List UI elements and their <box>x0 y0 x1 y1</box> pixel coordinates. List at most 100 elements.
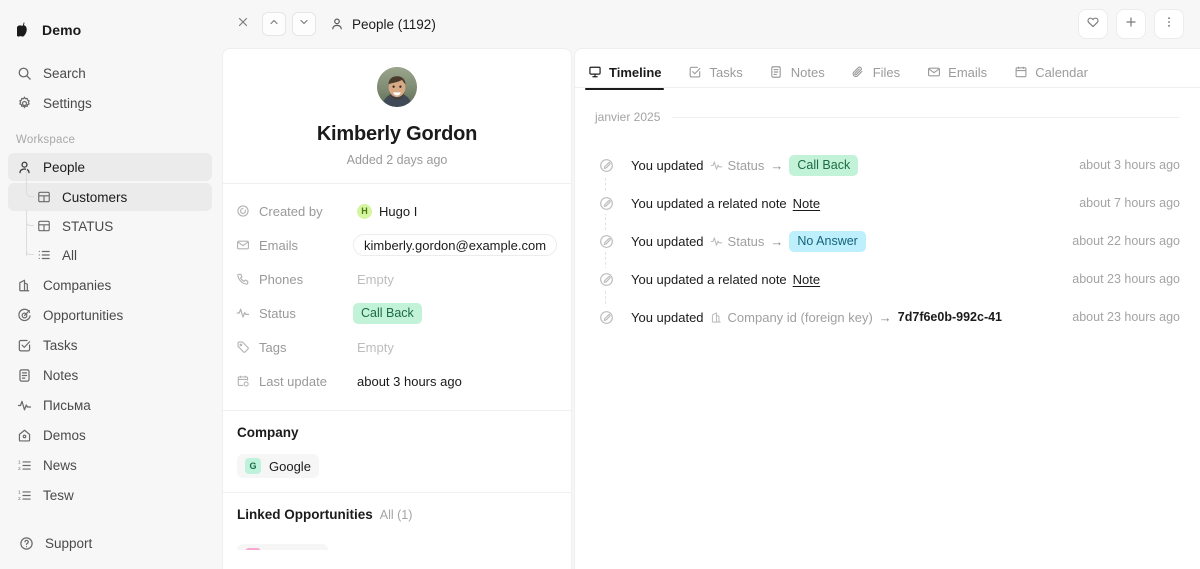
timeline-entry-text: You updated Status → Call Back <box>631 154 859 176</box>
field-tags[interactable]: Tags Empty <box>223 330 571 364</box>
field-phones[interactable]: Phones Empty <box>223 262 571 296</box>
add-button[interactable] <box>1116 9 1146 39</box>
company-chip[interactable]: G Google <box>237 454 319 478</box>
field-value: kimberly.gordon@example.com <box>353 234 558 256</box>
timeline-field: Status <box>710 158 764 173</box>
chevron-up-icon <box>268 15 280 33</box>
table-icon <box>36 218 52 234</box>
previous-record-button[interactable] <box>262 12 286 36</box>
opportunity-chip[interactable]: K Kim deal <box>237 544 328 550</box>
target-icon <box>16 307 32 323</box>
field-label: Last update <box>235 373 353 389</box>
chevron-down-icon <box>298 15 310 33</box>
sidebar-item-label: Companies <box>43 277 112 293</box>
avatar-initial: H <box>357 203 372 219</box>
tag-icon <box>235 339 251 355</box>
timeline-month-header: janvier 2025 <box>595 110 1180 124</box>
more-options-button[interactable] <box>1154 9 1184 39</box>
checkbox-icon <box>688 65 703 80</box>
field-created-by[interactable]: Created by H Hugo I <box>223 194 571 228</box>
field-label-text: Phones <box>259 271 304 287</box>
tab-divider <box>575 87 1200 88</box>
pulse-icon <box>16 397 32 413</box>
timeline-entry[interactable]: You updated a related note Note about 23… <box>595 260 1180 298</box>
breadcrumb[interactable]: People (1192) <box>330 17 436 32</box>
tab-files[interactable]: Files <box>849 54 902 90</box>
workspace-switcher[interactable]: Demo <box>8 16 212 40</box>
timeline-actor: You updated <box>631 157 704 173</box>
person-name: Hugo I <box>379 203 418 219</box>
sidebar-item-pisma[interactable]: Письма <box>8 391 212 419</box>
timeline-entry[interactable]: You updated Company id (foreign key) → 7… <box>595 298 1180 336</box>
section-title: Company <box>237 425 557 440</box>
field-value: H Hugo I <box>353 203 418 219</box>
sidebar-item-search[interactable]: Search <box>8 59 212 87</box>
field-emails[interactable]: Emails kimberly.gordon@example.com <box>223 228 571 262</box>
favorite-button[interactable] <box>1078 9 1108 39</box>
timeline-entry-text: You updated Company id (foreign key) → 7… <box>631 310 1002 325</box>
email-chip[interactable]: kimberly.gordon@example.com <box>353 234 558 256</box>
sidebar-subtree: Customers STATUS All <box>8 168 212 270</box>
status-badge[interactable]: Call Back <box>789 154 859 176</box>
field-status[interactable]: Status Call Back <box>223 296 571 330</box>
sidebar-item-people[interactable]: People <box>8 153 212 181</box>
sidebar-item-customers[interactable]: Customers <box>8 181 212 211</box>
tab-tasks[interactable]: Tasks <box>686 54 745 90</box>
page-title: Kimberly Gordon <box>316 123 478 145</box>
edit-icon <box>595 192 617 214</box>
timeline-month-label: janvier 2025 <box>595 110 661 124</box>
person-icon <box>330 17 344 31</box>
note-icon <box>769 65 784 80</box>
opportunities-section: Linked Opportunities All (1) K Kim deal <box>223 493 571 564</box>
sidebar-item-tasks[interactable]: Tasks <box>8 331 212 359</box>
sidebar-item-label: STATUS <box>62 218 114 234</box>
record-added-date: Added 2 days ago <box>346 153 448 167</box>
avatar[interactable] <box>377 67 417 107</box>
field-label-text: Emails <box>259 237 299 253</box>
sidebar-item-opportunities[interactable]: Opportunities <box>8 301 212 329</box>
timeline-timestamp: about 3 hours ago <box>1079 158 1180 172</box>
timeline-entry[interactable]: You updated Status → Call Back <box>595 146 1180 184</box>
tab-emails[interactable]: Emails <box>924 54 989 90</box>
note-icon <box>16 367 32 383</box>
timeline-actor: You updated a related note <box>631 271 787 287</box>
sidebar-item-demos[interactable]: Demos <box>8 421 212 449</box>
timeline-entry[interactable]: You updated a related note Note about 7 … <box>595 184 1180 222</box>
note-link[interactable]: Note <box>792 271 821 287</box>
field-label-text: Last update <box>259 373 327 389</box>
field-label-text: Status <box>259 305 296 321</box>
sidebar-item-all[interactable]: All <box>8 239 212 269</box>
sidebar-item-settings[interactable]: Settings <box>8 89 212 117</box>
sidebar-item-notes[interactable]: Notes <box>8 361 212 389</box>
status-badge[interactable]: No Answer <box>789 230 866 252</box>
note-link[interactable]: Note <box>792 195 821 211</box>
close-icon <box>236 15 250 34</box>
timeline-entry[interactable]: You updated Status → No Answer <box>595 222 1180 260</box>
tab-timeline[interactable]: Timeline <box>585 54 664 90</box>
status-badge[interactable]: Call Back <box>353 302 422 324</box>
arrow-icon: → <box>770 233 784 249</box>
timeline-actor: You updated <box>631 233 704 249</box>
close-record-button[interactable] <box>230 11 256 37</box>
tab-notes[interactable]: Notes <box>767 54 827 90</box>
divider <box>223 492 571 493</box>
tab-label: Calendar <box>1035 64 1088 80</box>
tab-calendar[interactable]: Calendar <box>1011 54 1090 90</box>
tab-label: Emails <box>948 64 988 80</box>
next-record-button[interactable] <box>292 12 316 36</box>
sidebar-item-companies[interactable]: Companies <box>8 271 212 299</box>
sidebar-item-status[interactable]: STATUS <box>8 210 212 240</box>
more-vertical-icon <box>1162 15 1176 34</box>
topbar-actions <box>1078 9 1184 39</box>
workspace-name: Demo <box>42 22 82 38</box>
person-chip[interactable]: H Hugo I <box>353 203 418 219</box>
search-icon <box>16 65 32 81</box>
sidebar-item-support[interactable]: Support <box>8 529 212 557</box>
help-icon <box>18 535 34 551</box>
timeline-timestamp: about 23 hours ago <box>1072 310 1180 324</box>
field-last-update[interactable]: Last update about 3 hours ago <box>223 364 571 398</box>
sidebar-item-label: Письма <box>43 397 91 413</box>
pulse-icon <box>710 235 723 248</box>
